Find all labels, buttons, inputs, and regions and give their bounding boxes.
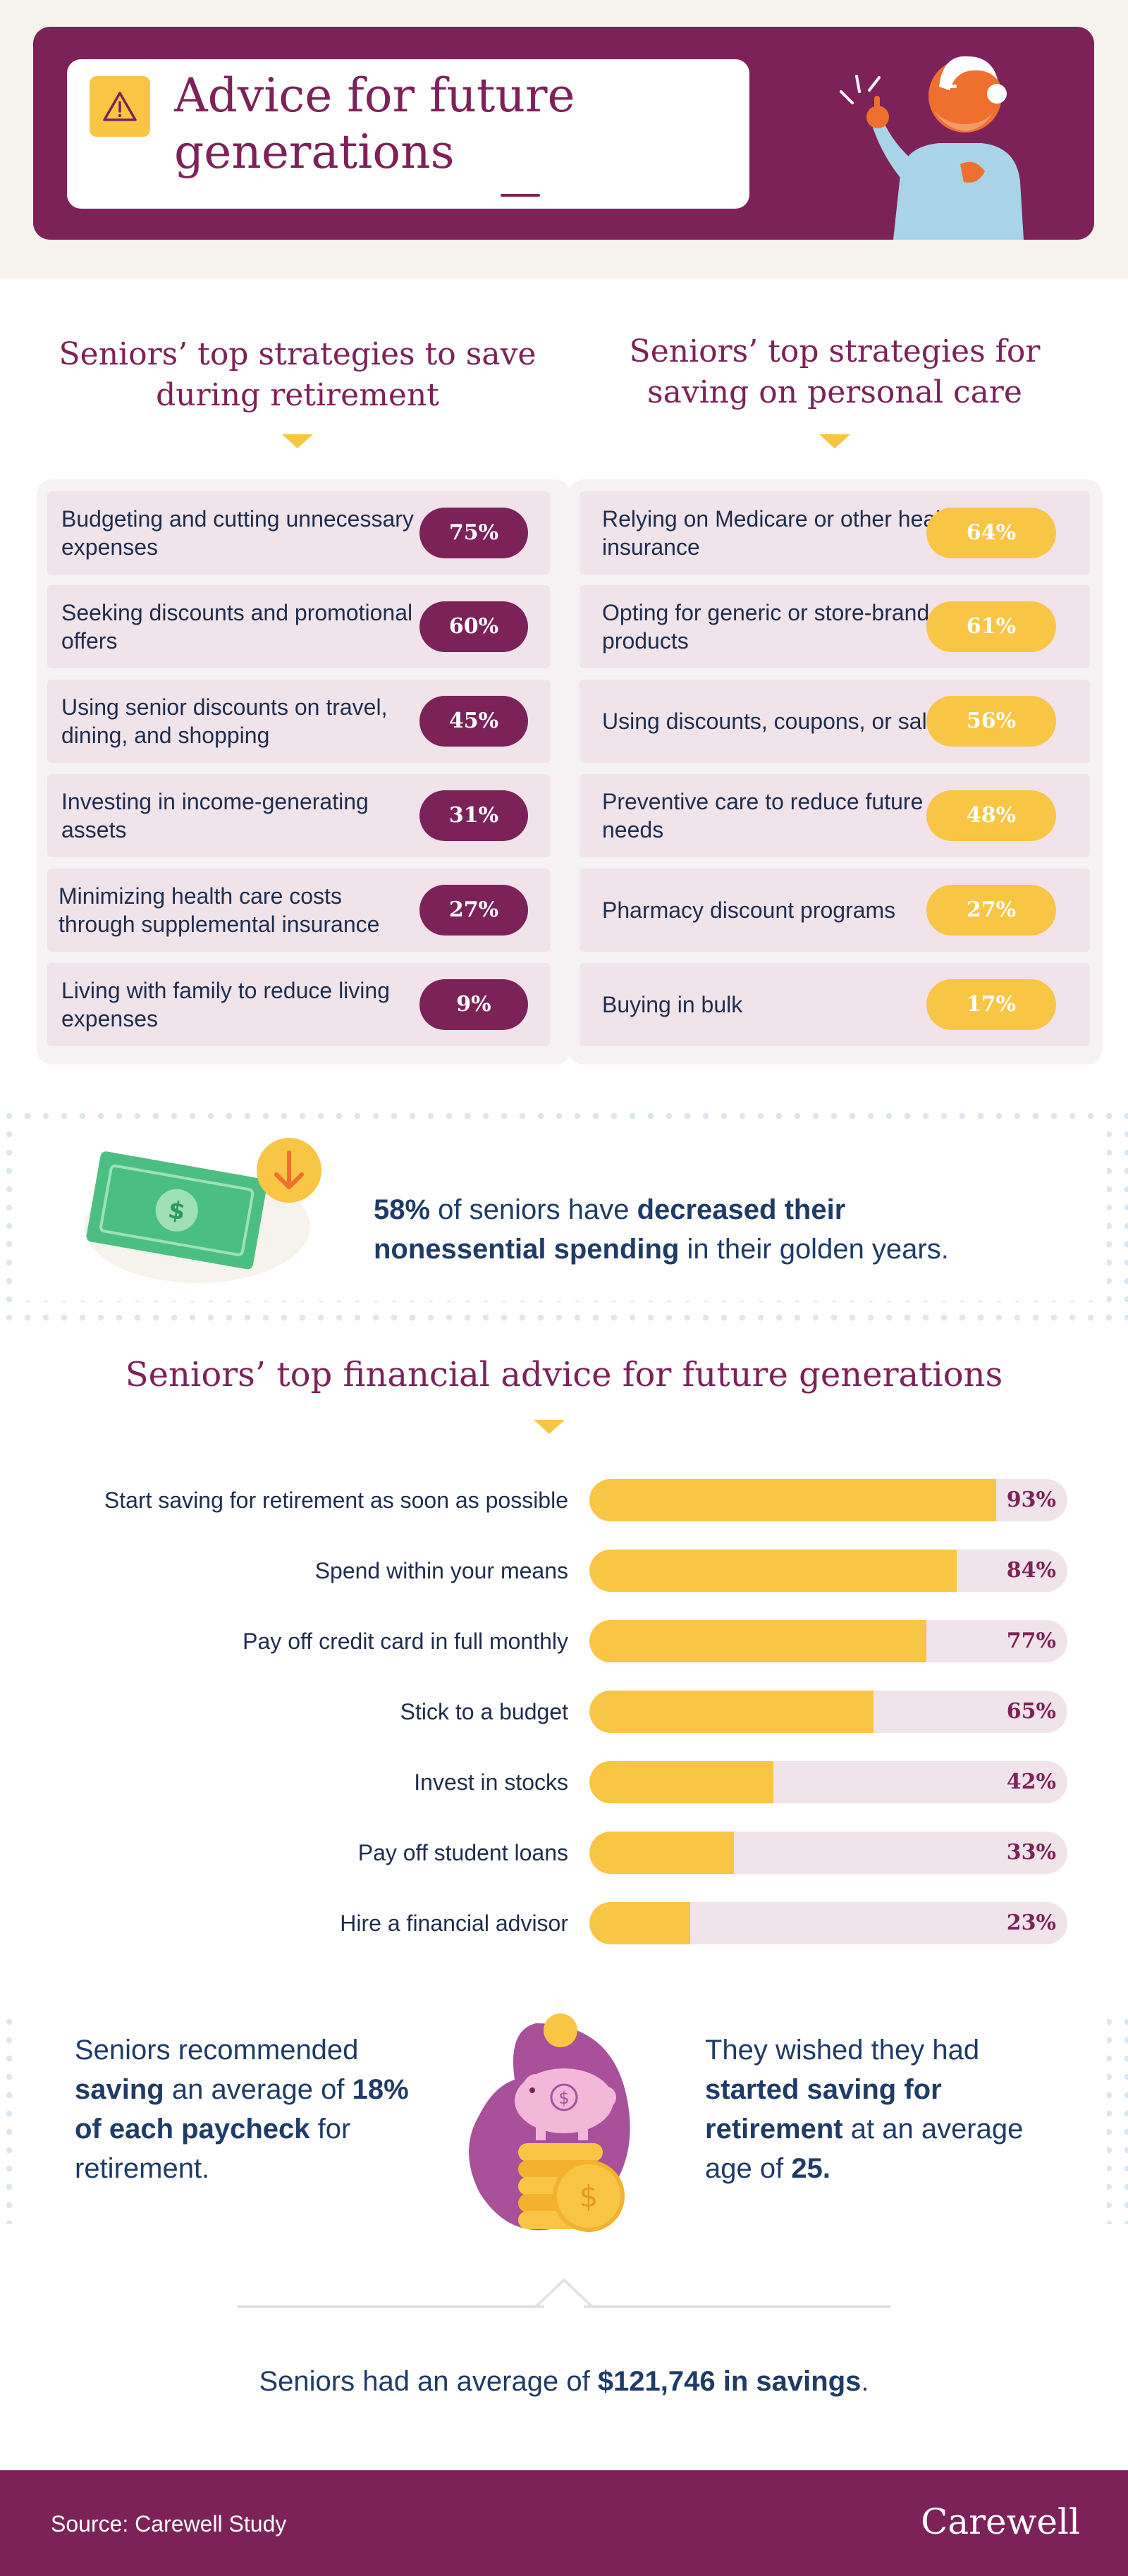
brand-logo: Carewell <box>921 2501 1080 2542</box>
bar-value-label: 93% <box>1006 1488 1056 1512</box>
bar-category-label: Hire a financial advisor <box>340 1910 568 1936</box>
bar-track: 23% <box>589 1902 1067 1944</box>
divider-notch <box>536 2278 592 2308</box>
bar-category-label: Pay off credit card in full monthly <box>243 1629 568 1654</box>
svg-text:$: $ <box>558 2088 569 2108</box>
strategy-percent-badge: 31% <box>419 790 528 841</box>
retirement-strategies-panel: Budgeting and cutting unnecessary expens… <box>37 479 571 1065</box>
pointing-senior-illustration <box>840 56 1024 240</box>
strategy-row: Seeking discounts and promotional offers… <box>47 585 550 668</box>
header-banner: Advice for future generations <box>33 27 1094 240</box>
start-age-stat: They wished they had started saving for … <box>705 2035 1024 2184</box>
bar-category-label: Stick to a budget <box>400 1699 568 1724</box>
spending-stat: 58% <box>374 1194 431 1225</box>
bar <box>589 1761 773 1803</box>
bar-category-label: Start saving for retirement as soon as p… <box>104 1488 568 1513</box>
dollar-bill-icon: $ <box>85 1138 321 1283</box>
bar-category-label: Spend within your means <box>314 1558 568 1583</box>
strategy-percent-badge: 48% <box>926 790 1056 841</box>
down-arrow-icon <box>819 434 850 448</box>
source-credit: Source: Carewell Study <box>51 2511 287 2537</box>
bar <box>589 1691 874 1733</box>
page-title: Advice for future generations <box>174 68 575 179</box>
spending-callout-text: 58% of seniors have decreased their none… <box>374 1194 949 1265</box>
down-arrow-icon <box>282 434 313 448</box>
strategy-label: Pharmacy discount programs <box>602 897 896 923</box>
down-arrow-icon <box>534 1420 565 1434</box>
bar-track: 77% <box>589 1620 1067 1662</box>
strategy-percent-badge: 64% <box>926 508 1056 558</box>
strategy-label: Relying on Medicare or other health insu… <box>602 506 960 560</box>
piggy-bank-icon: $ $ <box>469 2013 630 2232</box>
divider-left <box>237 2305 544 2308</box>
strategy-label: Seeking discounts and promotional offers <box>61 600 413 654</box>
total-savings-text: Seniors had an average of $121,746 in sa… <box>259 2366 869 2397</box>
strategy-percent-badge: 27% <box>926 885 1056 936</box>
bar-track: 84% <box>589 1550 1067 1592</box>
title-underline <box>501 194 540 197</box>
strategy-label: Using senior discounts on travel, dining… <box>61 694 388 748</box>
strategy-percent-badge: 60% <box>419 601 528 652</box>
warning-icon <box>90 76 150 137</box>
strategy-percent-badge: 75% <box>419 508 528 558</box>
strategy-row: Living with family to reduce living expe… <box>47 963 550 1046</box>
strategy-label: Using discounts, coupons, or sales <box>602 709 951 734</box>
strategy-percent-badge: 56% <box>926 696 1056 747</box>
strategy-percent-badge: 27% <box>419 885 528 936</box>
bar <box>589 1902 690 1944</box>
bar-category-label: Pay off student loans <box>357 1840 568 1865</box>
bar-track: 65% <box>589 1691 1067 1733</box>
bar-track: 42% <box>589 1761 1067 1803</box>
bar-category-label: Invest in stocks <box>414 1770 568 1795</box>
strategy-label: Opting for generic or store-brand produc… <box>602 600 930 654</box>
strategy-label: Living with family to reduce living expe… <box>61 978 390 1031</box>
strategy-row: Using discounts, coupons, or sales 56% <box>580 680 1090 763</box>
personal-care-strategies-panel: Relying on Medicare or other health insu… <box>568 479 1103 1065</box>
strategy-row: Pharmacy discount programs 27% <box>580 869 1090 952</box>
divider-right <box>584 2305 891 2308</box>
strategy-row: Buying in bulk 17% <box>580 963 1090 1046</box>
chart-title: Seniors’ top financial advice for future… <box>125 1355 1003 1394</box>
footer: Source: Carewell Study Carewell <box>0 2470 1128 2576</box>
strategy-row: Opting for generic or store-brand produc… <box>580 585 1090 668</box>
bar-value-label: 65% <box>1006 1699 1056 1724</box>
strategy-row: Preventive care to reduce future needs 4… <box>580 774 1090 857</box>
bar-value-label: 42% <box>1006 1770 1056 1794</box>
title-card: Advice for future generations <box>67 59 749 209</box>
strategy-row: Budgeting and cutting unnecessary expens… <box>47 491 550 575</box>
strategy-row: Investing in income-generating assets 31… <box>47 774 550 857</box>
bar <box>589 1550 957 1592</box>
strategy-percent-badge: 17% <box>926 979 1056 1030</box>
paycheck-savings-stat: Seniors recommended saving an average of… <box>75 2035 409 2184</box>
bar <box>589 1832 734 1874</box>
bar-track: 93% <box>589 1479 1067 1521</box>
svg-text:$: $ <box>580 2179 599 2214</box>
strategy-label: Minimizing health care costs through sup… <box>59 883 380 937</box>
bar-value-label: 23% <box>1006 1910 1056 1935</box>
strategy-row: Using senior discounts on travel, dining… <box>47 680 550 763</box>
personal-care-strategies-heading: Seniors’ top strategies for saving on pe… <box>629 333 1041 410</box>
strategy-label: Budgeting and cutting unnecessary expens… <box>61 506 414 560</box>
strategy-percent-badge: 9% <box>419 979 528 1030</box>
strategy-percent-badge: 61% <box>926 601 1056 652</box>
bar <box>589 1479 996 1521</box>
strategy-label: Preventive care to reduce future needs <box>602 789 924 842</box>
coin-stack-icon: $ <box>518 2143 625 2232</box>
bar <box>589 1620 926 1662</box>
retirement-strategies-heading: Seniors’ top strategies to save during r… <box>59 336 537 413</box>
bar-track: 33% <box>589 1832 1067 1874</box>
strategy-row: Relying on Medicare or other health insu… <box>580 491 1090 575</box>
strategy-row: Minimizing health care costs through sup… <box>47 869 550 952</box>
bar-value-label: 77% <box>1006 1629 1056 1653</box>
strategy-label: Buying in bulk <box>602 992 743 1017</box>
bar-value-label: 84% <box>1006 1558 1056 1583</box>
strategy-percent-badge: 45% <box>419 696 528 747</box>
strategy-label: Investing in income-generating assets <box>61 789 369 842</box>
bar-value-label: 33% <box>1006 1840 1056 1865</box>
